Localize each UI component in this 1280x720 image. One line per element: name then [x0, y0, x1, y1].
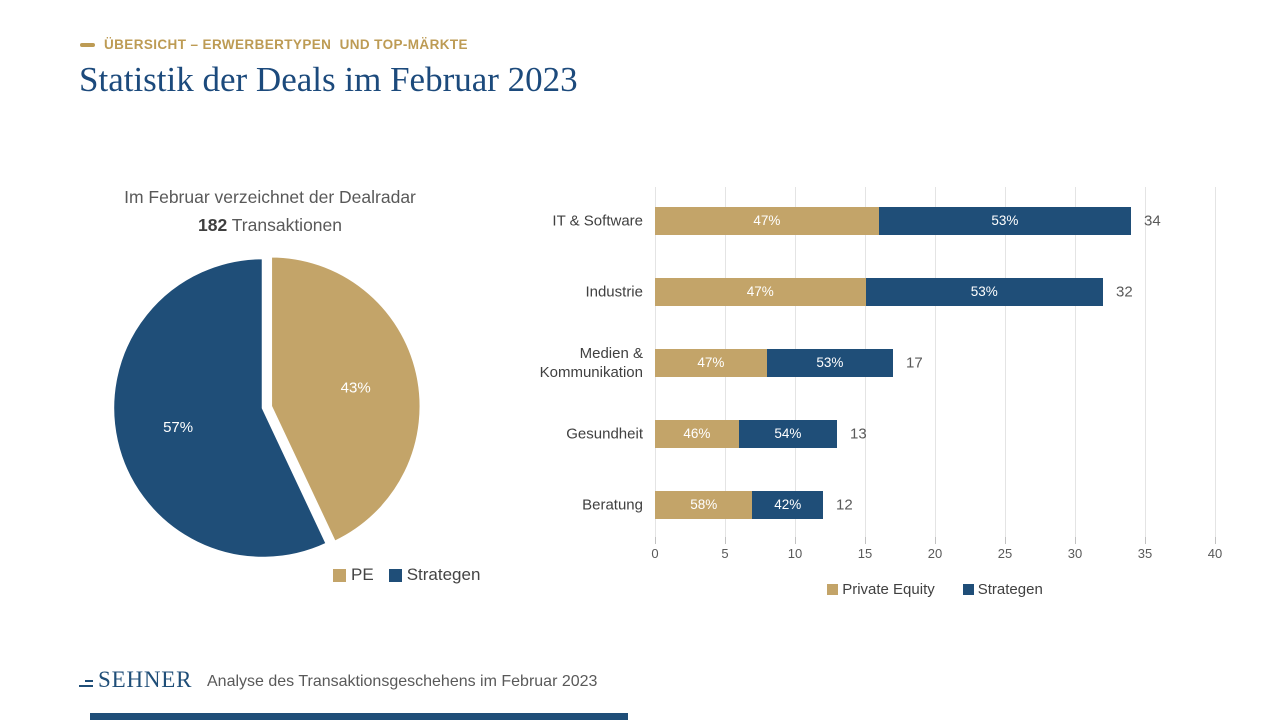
legend-item: PE [333, 565, 374, 585]
legend-label: PE [351, 565, 374, 584]
bar-total-label: 32 [1116, 283, 1133, 300]
bar-legend: Private Equity Strategen [655, 581, 1215, 598]
bar-row: 47% 53% [655, 348, 893, 377]
axis-tick-label: 10 [787, 546, 803, 561]
logo-text: SEHNER [98, 667, 193, 692]
category-label: Beratung [582, 496, 643, 513]
pie-caption-rest: Transaktionen [231, 215, 342, 235]
axis-tick-label: 35 [1137, 546, 1153, 561]
bar-percent-label: 53% [816, 355, 844, 370]
legend-swatch-icon [962, 584, 974, 595]
bar-total-label: 34 [1144, 212, 1161, 229]
pie-legend: PE Strategen [333, 565, 480, 585]
category-label: IT & Software [552, 212, 643, 229]
axis-tick [1145, 537, 1146, 544]
legend-label: Strategen [977, 581, 1043, 598]
legend-item: Strategen [962, 581, 1043, 598]
axis-tick [1215, 537, 1216, 544]
grid-line [935, 187, 936, 537]
axis-tick [725, 537, 726, 544]
legend-label: Strategen [406, 565, 481, 584]
axis-tick-label: 5 [721, 546, 729, 561]
pie-caption-line1: Im Februar verzeichnet der Dealradar [124, 187, 416, 207]
axis-tick [1075, 537, 1076, 544]
bar-percent-label: 47% [697, 355, 725, 370]
bar-segment: 53% [766, 348, 893, 377]
bar-total-label: 13 [850, 425, 867, 442]
axis-tick [935, 537, 936, 544]
bar-segment: 46% [655, 419, 739, 448]
legend-item: Strategen [388, 565, 481, 585]
kicker-label: ÜBERSICHT – ERWERBERTYPEN UND TOP-MÄRKTE [104, 37, 468, 52]
kicker-dash-icon [80, 42, 95, 47]
category-label: Gesundheit [566, 425, 643, 442]
legend-swatch-icon [388, 568, 402, 582]
grid-line [1215, 187, 1216, 537]
bar-row: 47% 53% [655, 277, 1103, 306]
legend-item: Private Equity [827, 581, 935, 598]
axis-tick-label: 30 [1067, 546, 1083, 561]
bar-total-label: 17 [906, 354, 923, 371]
axis-tick-label: 25 [997, 546, 1013, 561]
category-label: Industrie [585, 283, 643, 300]
bar-row: 46% 54% [655, 419, 837, 448]
pie-caption: Im Februar verzeichnet der Dealradar 182 … [80, 183, 460, 239]
axis-tick-label: 20 [927, 546, 943, 561]
footer-rule [90, 713, 628, 720]
bar-total-label: 12 [836, 496, 853, 513]
axis-tick-label: 0 [651, 546, 659, 561]
axis-tick-label: 40 [1207, 546, 1223, 561]
legend-label: Private Equity [842, 581, 935, 598]
bar-percent-label: 42% [774, 497, 802, 512]
legend-swatch-icon [333, 568, 346, 582]
bar-segment: 58% [655, 490, 753, 519]
bar-percent-label: 54% [774, 426, 802, 441]
bar-row: 47% 53% [655, 206, 1131, 235]
axis-tick [795, 537, 796, 544]
bar-segment: 54% [738, 419, 837, 448]
axis-tick [865, 537, 866, 544]
bar-row: 58% 42% [655, 490, 823, 519]
axis-tick [1005, 537, 1006, 544]
grid-line [1005, 187, 1006, 537]
bar-percent-label: 47% [746, 284, 774, 299]
bar-percent-label: 47% [753, 213, 781, 228]
pie-caption-count: 182 [198, 215, 228, 235]
bar-segment: 42% [752, 490, 823, 519]
footer-logo: SEHNER [78, 667, 192, 693]
bar-segment: 53% [865, 277, 1103, 306]
bar-percent-label: 53% [991, 213, 1019, 228]
bar-percent-label: 58% [690, 497, 718, 512]
header-kicker: ÜBERSICHT – ERWERBERTYPEN UND TOP-MÄRKTE [80, 37, 468, 52]
bar-percent-label: 53% [970, 284, 998, 299]
pie-slice-label: 43% [341, 379, 371, 396]
page-title: Statistik der Deals im Februar 2023 [79, 60, 578, 99]
bar-segment: 53% [878, 206, 1131, 235]
grid-line [1075, 187, 1076, 537]
axis-tick [655, 537, 656, 544]
pie-chart: 43% 57% [111, 254, 423, 560]
axis-tick-label: 15 [857, 546, 873, 561]
bar-segment: 47% [655, 206, 879, 235]
pie-slice [111, 256, 329, 560]
grid-line [1145, 187, 1146, 537]
category-label: Medien & Kommunikation [539, 344, 643, 381]
pie-slice-label: 57% [163, 419, 193, 436]
bar-segment: 47% [655, 348, 767, 377]
logo-mark-icon [79, 680, 93, 687]
bar-segment: 47% [655, 277, 866, 306]
footer-caption: Analyse des Transaktionsgeschehens im Fe… [207, 673, 598, 690]
bar-percent-label: 46% [683, 426, 711, 441]
legend-swatch-icon [827, 584, 839, 595]
pie-slice [269, 254, 423, 544]
